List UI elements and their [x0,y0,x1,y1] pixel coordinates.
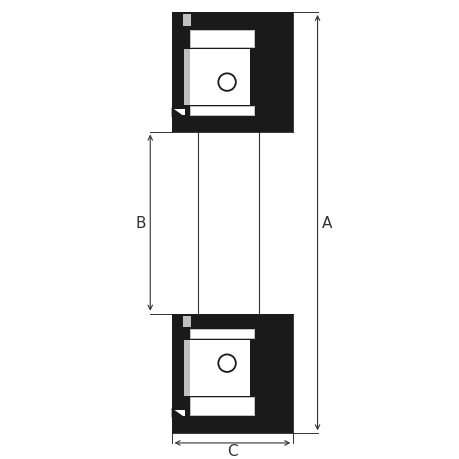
Polygon shape [288,330,291,417]
Polygon shape [171,408,185,418]
Polygon shape [171,314,292,330]
Polygon shape [190,30,255,49]
Polygon shape [171,108,185,118]
Polygon shape [190,108,254,116]
Polygon shape [171,314,193,330]
Text: B: B [135,215,146,230]
Polygon shape [190,398,254,415]
Polygon shape [171,13,292,30]
Polygon shape [185,116,291,131]
Polygon shape [288,29,291,117]
Polygon shape [171,116,292,132]
Polygon shape [173,110,185,116]
Polygon shape [184,50,250,106]
Polygon shape [183,15,190,27]
Polygon shape [184,106,260,118]
Polygon shape [184,329,260,340]
Polygon shape [184,340,190,397]
Polygon shape [185,416,291,432]
Circle shape [218,355,235,372]
Polygon shape [190,32,254,48]
Polygon shape [190,330,255,339]
Polygon shape [171,28,183,118]
Polygon shape [183,329,266,418]
Polygon shape [171,108,187,118]
Polygon shape [185,315,291,330]
Polygon shape [183,316,190,327]
Polygon shape [184,50,190,106]
Polygon shape [171,13,193,28]
Text: A: A [321,215,332,230]
Polygon shape [190,330,254,338]
Polygon shape [184,397,266,418]
Polygon shape [185,14,291,30]
Polygon shape [184,28,266,50]
Polygon shape [266,329,292,418]
Polygon shape [171,416,292,433]
Polygon shape [173,410,185,416]
Polygon shape [184,340,250,397]
Polygon shape [171,329,183,418]
Polygon shape [190,397,255,416]
Polygon shape [190,107,255,117]
Polygon shape [183,28,266,118]
Polygon shape [266,28,292,118]
Text: C: C [226,443,237,458]
Polygon shape [171,408,187,418]
Circle shape [218,74,235,92]
